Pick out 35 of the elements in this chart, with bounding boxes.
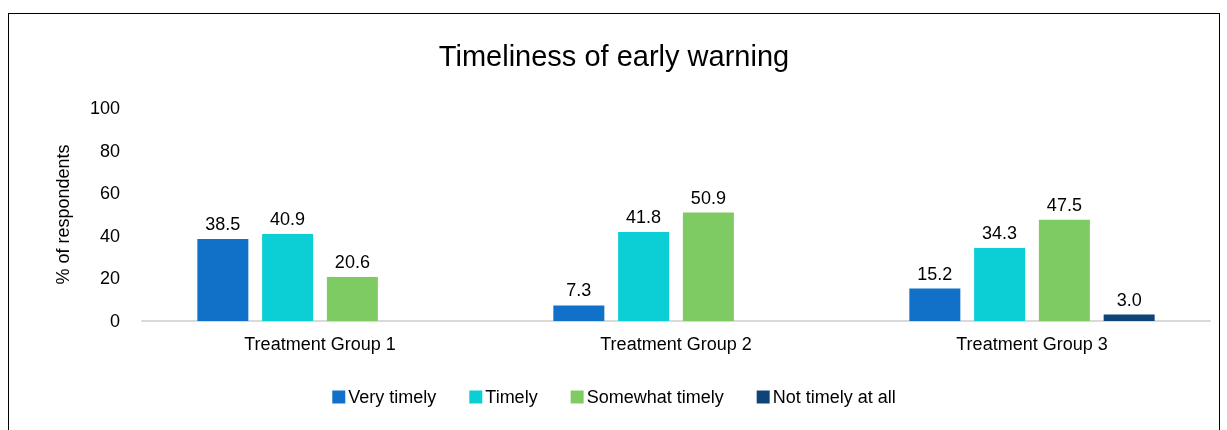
data-label: 3.0 bbox=[1116, 289, 1142, 310]
data-label: 50.9 bbox=[690, 187, 726, 208]
data-label: 7.3 bbox=[566, 280, 592, 301]
data-label: 40.9 bbox=[270, 208, 306, 229]
legend-label: Very timely bbox=[348, 387, 437, 407]
x-tick-label: Treatment Group 3 bbox=[956, 334, 1108, 354]
y-tick-label: 60 bbox=[99, 183, 120, 204]
data-label: 34.3 bbox=[982, 222, 1018, 243]
data-label: 15.2 bbox=[917, 263, 953, 284]
data-label: 47.5 bbox=[1046, 194, 1082, 215]
legend-label: Not timely at all bbox=[772, 387, 896, 407]
bar bbox=[326, 277, 378, 321]
bar bbox=[974, 247, 1026, 321]
y-tick-label: 80 bbox=[99, 140, 120, 161]
y-tick-label: 100 bbox=[89, 98, 120, 118]
y-tick-label: 0 bbox=[109, 311, 120, 331]
bar bbox=[553, 305, 605, 321]
bar bbox=[1103, 314, 1155, 321]
data-label: 38.5 bbox=[205, 213, 241, 234]
legend-label: Timely bbox=[485, 387, 538, 407]
data-label: 41.8 bbox=[626, 206, 662, 227]
x-tick-label: Treatment Group 1 bbox=[244, 334, 396, 354]
y-axis-title: % of respondents bbox=[53, 144, 73, 285]
bar bbox=[197, 239, 249, 321]
data-label: 20.6 bbox=[334, 252, 370, 273]
x-tick-label: Treatment Group 2 bbox=[600, 334, 752, 354]
legend-label: Somewhat timely bbox=[586, 387, 724, 407]
bar bbox=[909, 288, 961, 321]
bar bbox=[262, 233, 314, 321]
chart-title: Timeliness of early warning bbox=[438, 39, 790, 72]
bar bbox=[682, 212, 734, 321]
bar bbox=[618, 231, 670, 321]
bar bbox=[1038, 219, 1090, 321]
y-tick-label: 40 bbox=[99, 225, 120, 246]
y-tick-label: 20 bbox=[99, 268, 120, 289]
